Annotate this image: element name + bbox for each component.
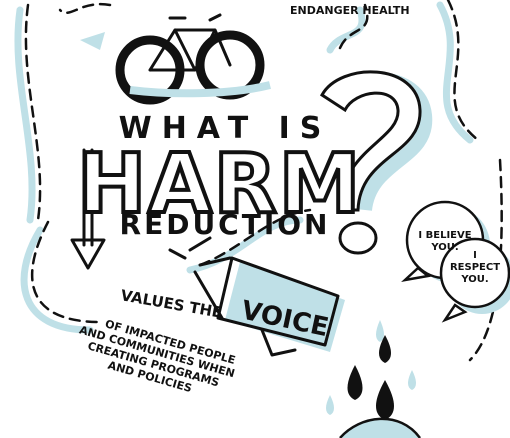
text-line: I [473, 250, 477, 261]
illustration: ENDANGER HEALTH WHAT IS HARM REDUCTION I… [0, 0, 510, 438]
text-line: YOU. [460, 274, 488, 285]
text-line: YOU. [430, 242, 458, 253]
text-line: I BELIEVE [418, 230, 471, 241]
text-line: RESPECT [450, 262, 500, 273]
title-line3: REDUCTION [120, 208, 331, 241]
top-note: ENDANGER HEALTH [290, 4, 410, 17]
